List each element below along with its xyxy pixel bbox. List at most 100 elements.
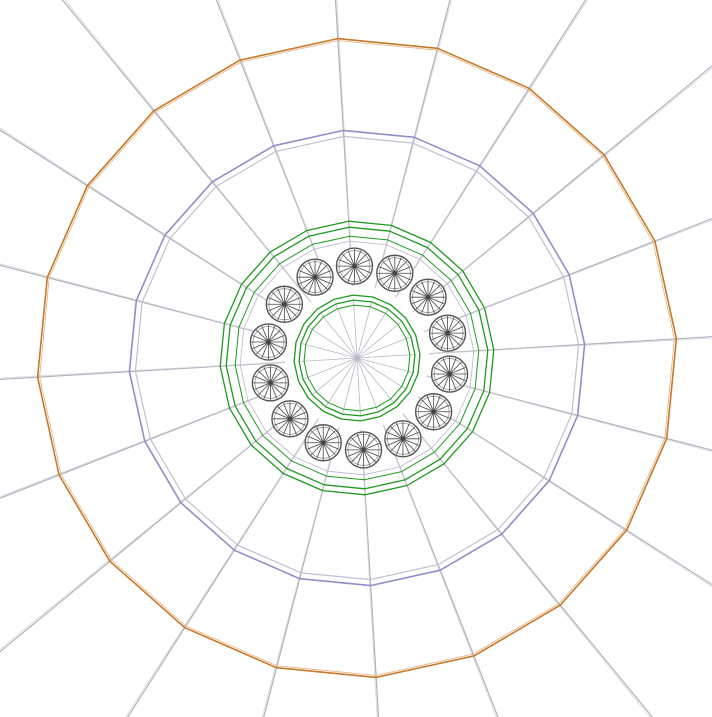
tube-spoke [415,284,429,298]
tube-spoke [433,411,450,419]
radial-spoke [382,424,499,717]
tube-spoke [433,404,450,413]
tube-spoke [387,257,396,274]
tube-spoke [354,250,362,267]
tube-spoke [440,317,448,334]
tube-spoke [258,370,271,384]
tube-spoke [378,266,395,274]
tube-spoke [322,442,331,459]
center-fan-line [356,320,403,359]
green-outer-ring-line-3 [239,240,475,476]
outer-ring-line-1 [39,40,675,676]
tube-spoke [308,261,316,278]
tube-spoke [427,296,441,310]
tube-spoke [433,395,441,412]
radial-spoke [61,0,312,303]
tube-spoke [289,418,303,432]
tube-spoke [426,395,435,412]
tube-spoke [263,382,271,399]
tube-spoke [283,418,291,435]
tube-hub [268,380,273,385]
tube-spoke [289,418,297,435]
center-fan-line [335,303,358,359]
tube-spoke [270,370,283,384]
tube-spoke [272,303,285,317]
tube-spoke [354,265,367,279]
tube [335,247,374,285]
center-fan-line [356,357,361,416]
radial-spoke [412,65,712,313]
tube [249,323,288,361]
tube [344,431,383,469]
tube-spoke [427,296,444,305]
tube-spoke [433,373,450,381]
center-fan-line [356,357,407,390]
tube-spoke [274,411,291,420]
tube-spoke [435,320,448,334]
tube-spoke [322,442,336,456]
radial-spoke-shadow [360,429,378,717]
tube-spoke [270,382,287,390]
radial-spoke-shadow [0,263,288,341]
green-outer-ring-line-0 [219,220,495,496]
radial-spoke [360,429,380,717]
tube-spoke [261,326,269,343]
tube-spoke [284,303,301,312]
tube-spoke [351,437,364,451]
tube-spoke [289,411,306,420]
tube-hub [321,440,326,445]
tube-spoke [449,373,457,390]
radial-spoke [428,336,712,355]
tube-spoke [268,341,285,349]
tube-spoke [252,335,269,343]
green-outer-ring-line-2 [234,235,480,481]
tube-spoke [354,265,362,282]
tube-spoke [289,406,303,420]
tube-spoke [447,320,460,334]
tube-hub [352,264,357,269]
tube-spoke [314,276,328,290]
tube-spoke [283,288,292,305]
tube-spoke [284,297,301,305]
tube-hub [361,447,366,452]
tube-spoke [268,303,285,312]
tube-spoke [402,438,419,446]
radial-spoke [127,418,319,717]
radial-spoke [215,0,332,292]
tube-hub [426,295,431,300]
center-fan-line [299,357,358,362]
tube-spoke [342,253,355,267]
tube-spoke [394,260,408,274]
radial-spoke-shadow [217,0,332,292]
tube-spoke [314,277,322,294]
tube-spoke [402,426,416,440]
center-fan-line [325,357,358,408]
tube-spoke [382,272,396,286]
tube-spoke [427,284,441,298]
tube-spoke [347,449,364,457]
center-fan-line [356,357,414,373]
radial-spoke [0,403,302,653]
tube-spoke [272,291,285,305]
tube-hub [445,331,450,336]
green-outer-ring [219,220,495,496]
tube-spoke [347,443,364,451]
tube-spoke [442,358,450,375]
radial-spoke [417,396,712,586]
tube-spoke [402,438,410,455]
radial-spoke-shadow [0,361,286,379]
tube-spoke [270,382,278,399]
green-inner-ring [293,294,421,422]
radial-spoke-shadow [395,0,589,298]
tube-spoke [440,332,448,350]
tube-spoke [308,277,316,294]
tube-spoke [433,411,446,425]
tube-spoke [449,373,462,387]
radial-spoke-shadow [423,219,712,333]
outer-ring-line-0 [36,37,678,679]
tube-spoke [314,264,328,278]
tube-spoke [417,404,434,413]
center-fan-line [356,354,415,359]
tube-spoke [314,261,322,278]
